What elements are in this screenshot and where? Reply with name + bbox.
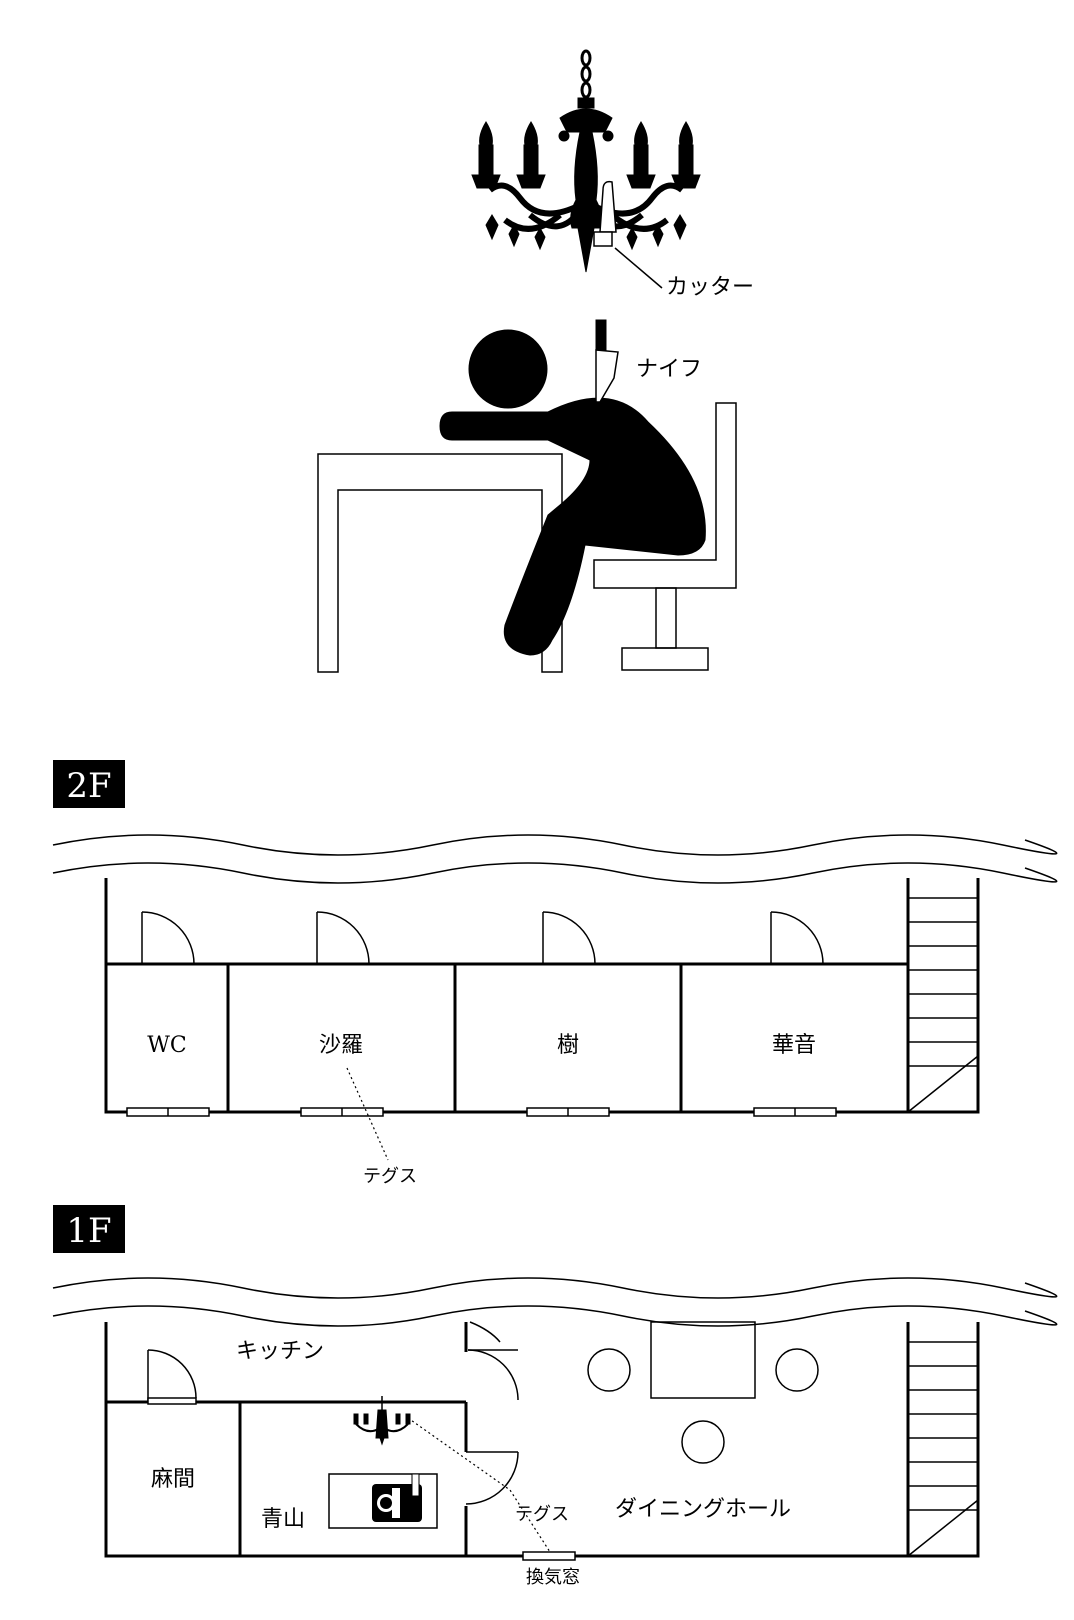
person-silhouette	[439, 319, 706, 656]
aoyama-chandelier-icon	[353, 1396, 411, 1446]
floor1-tegusu-line	[407, 1417, 551, 1553]
room-label-wc: WC	[147, 1033, 186, 1058]
cutter-leader-line	[614, 247, 663, 289]
chandelier-illustration	[471, 49, 701, 273]
floor2-badge-text: 2F	[66, 766, 111, 806]
room-label-mazama: 麻間	[151, 1467, 195, 1492]
ventilation-window	[522, 1551, 576, 1561]
ventilation-window-label: 換気窓	[526, 1567, 580, 1588]
cutter-label: カッター	[666, 275, 754, 300]
floor1-tegusu-label: テグス	[515, 1504, 569, 1525]
knife-label: ナイフ	[636, 357, 702, 382]
knife-shape	[595, 349, 619, 403]
room-label-dining: ダイニングホール	[615, 1497, 791, 1522]
floor1-badge: 1F	[53, 1205, 125, 1253]
floor1-badge-text: 1F	[66, 1211, 111, 1251]
room-label-aoyama: 青山	[261, 1507, 305, 1532]
victim-scene-illustration	[317, 319, 737, 673]
room-label-sara: 沙羅	[319, 1033, 363, 1058]
chair-shape	[593, 402, 737, 671]
room-label-itsuki: 樹	[557, 1033, 579, 1058]
room-label-kanon: 華音	[772, 1033, 816, 1058]
floor2-plan: WC 沙羅 樹 華音 テグス	[52, 834, 1058, 1187]
room-label-kitchen: キッチン	[236, 1339, 324, 1364]
aoyama-figure-icon	[372, 1473, 422, 1522]
floor2-tegusu-label: テグス	[363, 1166, 417, 1187]
floor2-stairs	[907, 897, 979, 1113]
dining-furniture	[587, 1321, 819, 1464]
floor2-tegusu-line	[346, 1067, 389, 1161]
floor1-stairs	[907, 1341, 979, 1557]
floor1-plan: キッチン 麻間 青山 ダイニングホール テグス 換気窓	[52, 1277, 1058, 1588]
floor2-badge: 2F	[53, 760, 125, 808]
